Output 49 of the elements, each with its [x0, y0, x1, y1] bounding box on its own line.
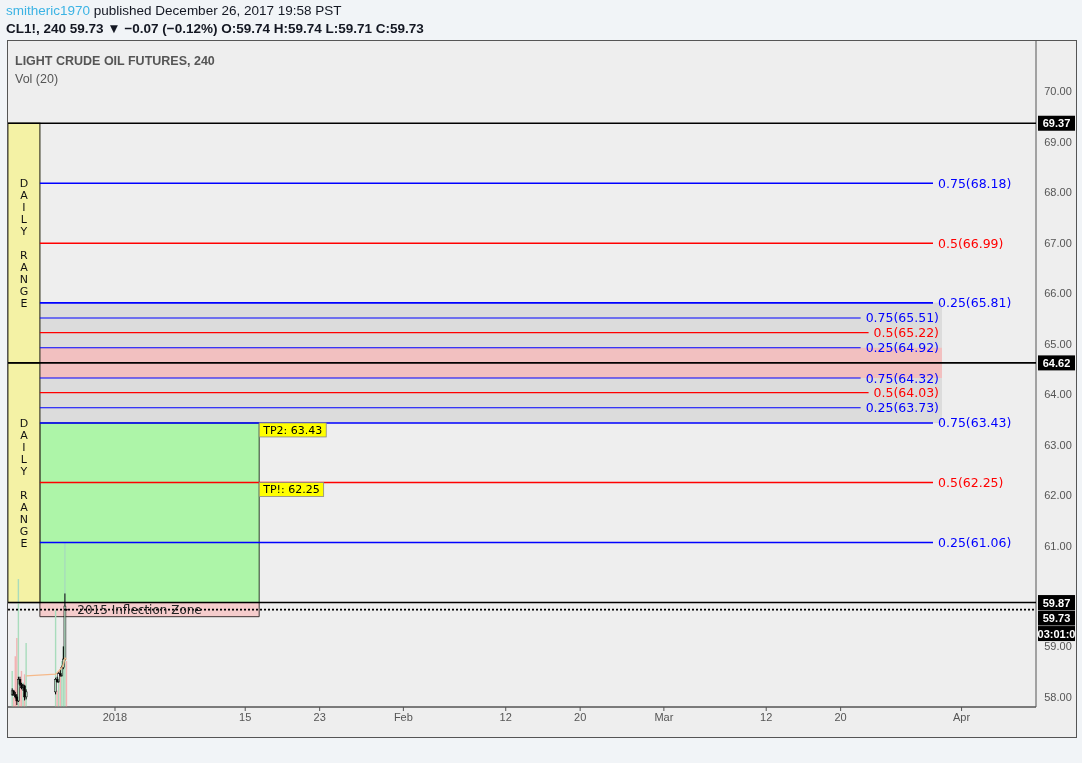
- ref-line-label: 0.5(65.22): [873, 325, 939, 341]
- annotation: TP!: 62.25: [262, 483, 320, 497]
- annotation: TP2: 63.43: [262, 423, 323, 437]
- ref-line-label: 0.75(63.43): [938, 415, 1012, 431]
- ref-line-label: 0.75(64.32): [865, 370, 939, 386]
- x-tick-label: Mar: [654, 710, 674, 723]
- ref-line-label: 69.37: [1042, 117, 1071, 130]
- ref-line-label: 64.62: [1042, 356, 1071, 369]
- y-tick-label: 59.00: [1044, 640, 1072, 653]
- y-tick-label: 66.00: [1044, 287, 1072, 300]
- text: DAILY RANGE: [19, 416, 29, 550]
- x-tick-label: 12: [760, 710, 773, 723]
- text: smitheric1970: [6, 3, 91, 18]
- y-tick-label: 70.00: [1044, 85, 1072, 98]
- y-tick-label: 62.00: [1044, 489, 1072, 502]
- x-tick-label: Apr: [953, 710, 971, 723]
- y-tick-label: 58.00: [1044, 690, 1072, 703]
- y-tick-label: 67.00: [1044, 236, 1072, 249]
- y-tick-label: 61.00: [1044, 539, 1072, 552]
- x-tick-label: 20: [574, 710, 587, 723]
- ref-line-label: 59.87: [1042, 596, 1071, 609]
- y-tick-label: 64.00: [1044, 388, 1072, 401]
- text: DAILY RANGE: [19, 177, 29, 311]
- y-tick-label: 69.00: [1044, 135, 1072, 148]
- x-tick-label: 23: [313, 710, 326, 723]
- band-label: 2015 Inflection Zone: [77, 603, 202, 618]
- ref-line-label: 0.25(65.81): [938, 295, 1012, 311]
- text: LIGHT CRUDE OIL FUTURES, 240: [15, 54, 215, 68]
- y-tick-label: 68.00: [1044, 186, 1072, 199]
- text: published December 26, 2017 19:58 PST: [93, 3, 342, 18]
- x-tick-label: Feb: [393, 710, 413, 723]
- ref-line-label: 0.25(63.73): [865, 400, 939, 416]
- text: CL1!, 240 59.73 ▼ −0.07 (−0.12%) O:59.74 H:59.74 L:59.71 C:59.73: [6, 21, 424, 36]
- ref-line-label: 0.25(64.92): [865, 340, 939, 356]
- ref-line-label: 59.73: [1042, 612, 1071, 625]
- ref-line-label: 0.5(64.03): [873, 385, 939, 401]
- y-tick-label: 65.00: [1044, 337, 1072, 350]
- ref-line-label: 0.5(62.25): [938, 474, 1004, 490]
- ref-line-label: 0.75(65.51): [865, 310, 939, 326]
- x-tick-label: 20: [834, 710, 847, 723]
- ref-line-label: 0.5(66.99): [938, 235, 1004, 251]
- ref-line-label: 0.75(68.18): [938, 175, 1012, 191]
- x-tick-label: 12: [499, 710, 512, 723]
- y-tick-label: 63.00: [1044, 438, 1072, 451]
- text: 03:01:0: [1037, 627, 1076, 640]
- x-tick-label: 15: [239, 710, 252, 723]
- ref-line-label: 0.25(61.06): [938, 535, 1012, 551]
- text: Vol (20): [15, 72, 59, 86]
- x-tick-label: 2018: [102, 710, 128, 723]
